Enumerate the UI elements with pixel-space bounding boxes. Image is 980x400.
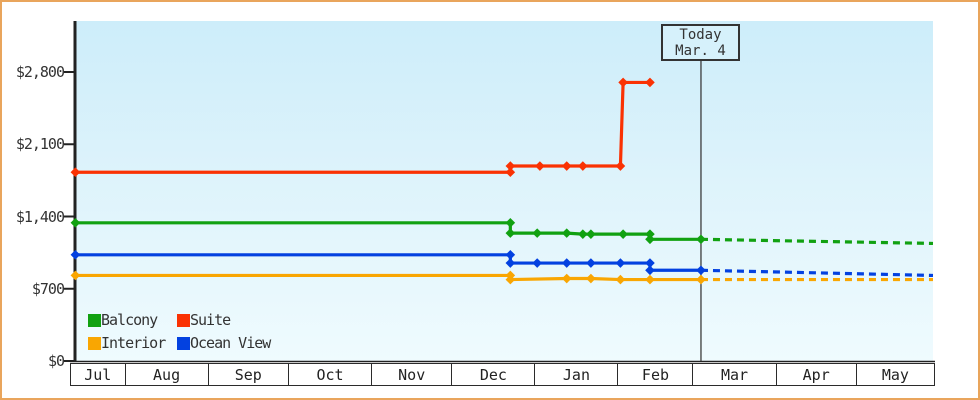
series-projection-balcony: [700, 237, 934, 246]
data-point-marker: [505, 258, 516, 268]
data-point-marker: [645, 258, 655, 268]
month-cell-apr: Apr: [775, 364, 856, 385]
legend-item-balcony: Balcony: [88, 311, 177, 329]
data-point-marker: [561, 161, 572, 171]
data-point-marker: [505, 274, 516, 285]
data-point-marker: [645, 229, 655, 239]
legend-row: Balcony Suite: [88, 311, 270, 329]
data-point-marker: [618, 229, 628, 239]
legend-row: Interior Ocean View: [88, 334, 271, 352]
data-point-marker: [505, 161, 516, 171]
data-point-marker: [615, 274, 626, 285]
series-line-suite: [73, 80, 652, 174]
today-date-label: Mar. 4: [675, 43, 726, 59]
data-point-marker: [645, 234, 655, 245]
series-projection-ocean-view: [700, 268, 934, 278]
data-point-marker: [70, 249, 81, 260]
data-point-marker: [645, 77, 655, 88]
data-point-marker: [586, 258, 596, 268]
data-point-marker: [535, 161, 545, 171]
plot-area: [75, 21, 933, 361]
month-cell-aug: Aug: [124, 364, 208, 385]
series-line-balcony: [73, 221, 703, 241]
y-tick-label: $0: [47, 352, 65, 370]
data-point-marker: [505, 249, 516, 260]
data-point-marker: [532, 228, 542, 238]
data-point-marker: [70, 270, 81, 281]
data-point-marker: [586, 229, 596, 239]
data-point-marker: [578, 161, 588, 171]
data-point-marker: [586, 273, 596, 284]
data-point-marker: [561, 228, 572, 238]
x-axis-month-row: Jul Aug Sep Oct Nov Dec Jan Feb Mar Apr May: [70, 363, 935, 386]
month-cell-may: May: [855, 364, 934, 385]
data-point-marker: [645, 265, 655, 276]
y-tick-label: $2,800: [15, 63, 65, 81]
y-tick-label: $2,100: [15, 135, 65, 154]
data-point-marker: [505, 167, 516, 178]
today-marker-box: Today Mar. 4: [660, 24, 740, 61]
data-point-marker: [615, 161, 626, 171]
series-line-ocean-view: [73, 253, 703, 272]
legend-swatch-icon: [88, 336, 101, 350]
data-point-marker: [696, 265, 706, 276]
month-cell-nov: Nov: [371, 364, 451, 385]
data-point-marker: [645, 274, 655, 285]
legend-swatch-icon: [177, 336, 190, 350]
month-cell-jul: Jul: [84, 365, 112, 384]
legend-item-interior: Interior: [88, 334, 177, 352]
data-point-marker: [561, 273, 572, 284]
legend-item-suite: Suite: [177, 311, 231, 329]
month-cell-feb: Feb: [617, 364, 692, 385]
data-point-marker: [615, 258, 626, 268]
month-cell-dec: Dec: [451, 364, 534, 385]
legend-label: Ocean View: [190, 334, 271, 352]
legend-item-ocean-view: Ocean View: [177, 334, 271, 352]
data-point-marker: [505, 228, 516, 238]
today-label: Today: [679, 27, 722, 43]
y-tick-label: $1,400: [15, 207, 65, 226]
y-tick-label: $700: [31, 279, 65, 298]
legend-swatch-icon: [88, 313, 101, 327]
legend-label: Balcony: [101, 311, 158, 329]
data-point-marker: [578, 229, 588, 239]
series-line-interior: [73, 273, 703, 282]
legend: Balcony Suite Interior Ocean View: [88, 311, 271, 352]
data-point-marker: [505, 217, 516, 228]
data-point-marker: [532, 258, 542, 268]
data-point-marker: [696, 274, 706, 285]
data-point-marker: [696, 234, 706, 245]
data-point-marker: [561, 258, 572, 268]
month-cell-oct: Oct: [287, 364, 371, 385]
month-cell-jan: Jan: [534, 364, 617, 385]
data-point-marker: [618, 77, 628, 88]
data-point-marker: [70, 217, 81, 228]
legend-label: Interior: [101, 334, 166, 352]
data-point-marker: [70, 167, 81, 178]
legend-swatch-icon: [177, 313, 190, 327]
legend-label: Suite: [190, 311, 231, 329]
month-cell-mar: Mar: [692, 364, 775, 385]
month-cell-sep: Sep: [207, 364, 288, 385]
